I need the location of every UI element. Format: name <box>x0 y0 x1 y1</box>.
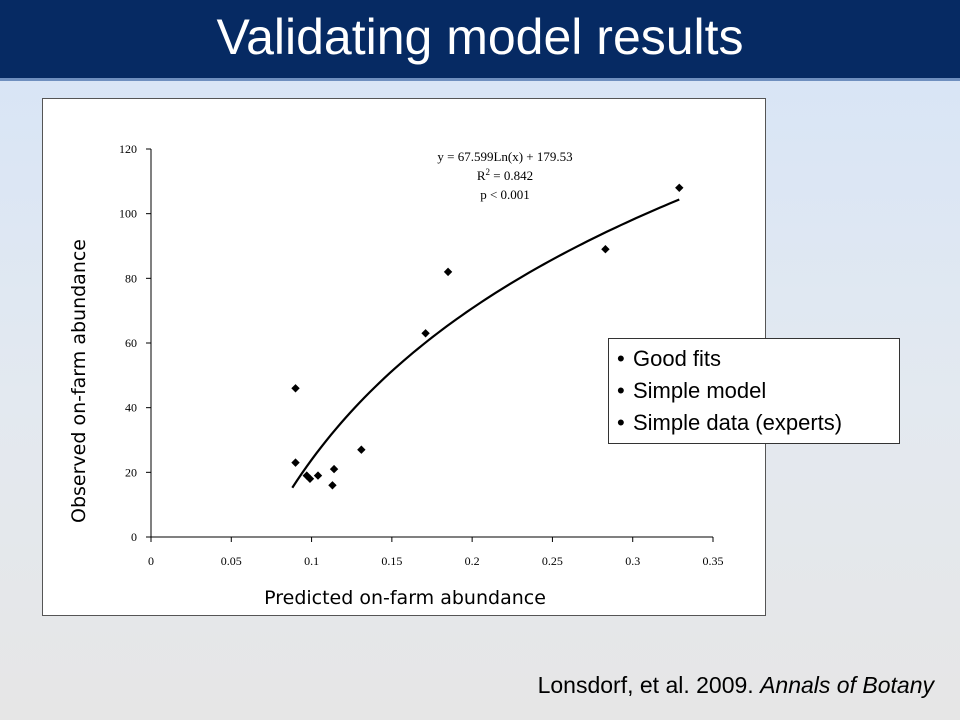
callout-item: • Simple data (experts) <box>617 407 899 439</box>
bullet-icon: • <box>617 346 625 371</box>
y-tick-label: 20 <box>125 465 137 479</box>
x-tick-label: 0.3 <box>625 554 640 568</box>
data-point <box>328 481 337 490</box>
data-point <box>443 267 453 277</box>
y-tick-label: 60 <box>125 336 137 350</box>
r-squared-label: R2 = 0.842 <box>477 167 533 183</box>
title-bar: Validating model results <box>0 0 960 81</box>
data-point <box>291 458 300 467</box>
citation-authors: Lonsdorf, et al. 2009. <box>537 672 761 698</box>
x-axis-title: Predicted on-farm abundance <box>264 587 546 609</box>
y-tick-label: 40 <box>125 401 137 415</box>
data-point <box>421 329 430 338</box>
data-point <box>601 245 610 254</box>
y-tick-label: 0 <box>131 530 137 544</box>
data-point <box>329 464 339 474</box>
callout-item-text: Simple data (experts) <box>633 410 843 435</box>
data-point <box>675 183 684 192</box>
p-value-label: p < 0.001 <box>480 187 530 202</box>
data-point <box>357 445 366 454</box>
slide-title: Validating model results <box>216 9 744 65</box>
callout-item: • Good fits <box>617 343 899 375</box>
r-symbol: R <box>477 168 486 183</box>
y-tick-label: 80 <box>125 271 137 285</box>
x-tick-label: 0.1 <box>304 554 319 568</box>
x-tick-label: 0.35 <box>703 554 724 568</box>
data-point <box>305 474 315 483</box>
callout-item: • Simple model <box>617 375 899 407</box>
axes <box>146 148 714 542</box>
x-tick-label: 0.05 <box>221 554 242 568</box>
trendline <box>291 198 680 489</box>
y-tick-label: 100 <box>119 207 137 221</box>
callout-item-text: Good fits <box>633 346 722 371</box>
r-value: = 0.842 <box>490 168 533 183</box>
x-tick-label: 0.2 <box>465 554 480 568</box>
data-point <box>313 471 323 480</box>
bullet-icon: • <box>617 378 625 403</box>
citation-journal: Annals of Botany <box>760 672 934 698</box>
x-tick-label: 0.15 <box>381 554 402 568</box>
key-points-callout: • Good fits • Simple model • Simple data (e… <box>608 338 900 444</box>
equation-label: y = 67.599Ln(x) + 179.53 <box>437 149 572 164</box>
y-tick-label: 120 <box>119 142 137 156</box>
y-axis-title: Observed on-farm abundance <box>68 239 90 523</box>
x-tick-label: 0.25 <box>542 554 563 568</box>
tick-labels: 0 0.05 0.1 0.15 0.2 0.25 0.3 0.35 0 20 40 60 80 100 12… <box>119 142 724 568</box>
bullet-icon: • <box>617 410 625 435</box>
scatter-chart: 0 0.05 0.1 0.15 0.2 0.25 0.3 0.35 0 20 40 60 80 100 12… <box>68 142 724 609</box>
data-point <box>291 384 300 393</box>
r-superscript: 2 <box>486 167 491 177</box>
citation: Lonsdorf, et al. 2009. Annals of Botany <box>538 672 934 699</box>
callout-item-text: Simple model <box>633 378 767 403</box>
x-tick-label: 0 <box>148 554 154 568</box>
